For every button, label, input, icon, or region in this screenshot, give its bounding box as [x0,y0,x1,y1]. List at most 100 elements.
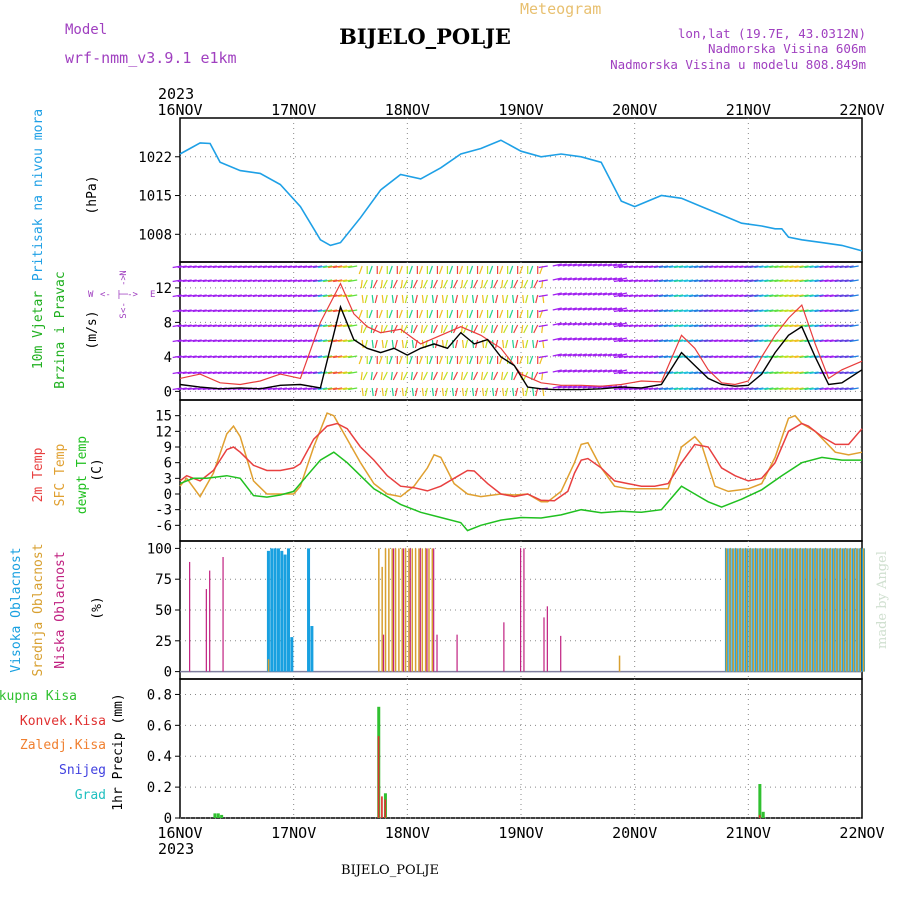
wind-arrow [699,265,709,269]
wind-arrow [257,294,268,298]
wind-arrow [669,371,679,375]
wind-arrow [607,369,618,373]
wind-arrow [724,265,734,269]
wind-arrow [597,322,608,326]
wind-arrow [307,294,318,298]
wind-arrow [252,294,263,298]
wind-arrow [557,385,567,389]
wind-arrow [617,292,628,296]
model-label: Model [65,22,107,38]
wind-arrow [257,324,268,328]
cloud-mid-bar [418,548,420,672]
wind-arrow [674,309,684,313]
wind-arrow [217,309,227,313]
wind-arrow [532,387,535,397]
precip-conv-bar [758,814,761,818]
wind-arrow [648,279,659,283]
wind-arrow [302,371,313,375]
wind-arrow [531,279,534,289]
cloud-mid-bar [388,548,390,672]
wind-arrow [754,309,764,313]
wind-arrow [282,309,293,313]
wind-arrow [464,339,469,349]
wind-arrow [724,309,734,313]
wind-arrow [227,294,237,298]
wind-arrow [252,324,263,328]
wind-arrow [764,265,774,269]
wind-arrow [764,324,774,328]
wind-arrow [177,387,187,391]
wind-arrow [247,309,257,313]
wind-arrow [197,279,207,283]
cloud-mid-bar [404,548,407,672]
wind-arrow [474,294,479,304]
wind-arrow [222,324,232,328]
wind-arrow [372,324,378,334]
wind-arrow [617,369,628,373]
wind-arrow [759,371,769,375]
cloud-low-bar [433,548,435,672]
wind-arrow [562,369,572,373]
cloud-mid-bar [398,548,400,672]
wind-arrow [529,309,534,319]
wind-arrow [613,324,624,328]
wind-arrow [557,337,567,341]
wind-arrow [592,292,603,296]
wind-arrow [633,294,644,298]
wind-arrow [222,355,232,359]
wind-arrow [552,277,562,281]
wind-arrow [317,355,328,359]
wind-arrow [749,265,759,269]
wind-arrow [212,309,222,313]
wind-arrow [679,294,689,298]
pressure-unit: (hPa) [85,175,100,214]
wind-arrow [819,355,829,359]
wind-arrow [749,355,759,359]
wind-arrow [292,387,303,391]
wind-arrow [839,309,849,313]
wind-arrow [323,387,333,391]
wind-arrow [704,371,714,375]
wind-arrow [789,355,799,359]
wind-arrow [360,279,363,289]
dewpt-label: dewpt Temp [75,436,90,514]
wind-arrow [480,324,484,334]
wind-arrow [674,371,684,375]
wind-arrow [312,309,323,313]
cloud-mid-bar [846,548,848,672]
cloud-low-bar [222,557,224,672]
wind-arrow [617,277,628,281]
wind-arrow [177,371,187,375]
wind-arrow [699,294,709,298]
wind-arrow [739,309,749,313]
wind-arrow [709,294,719,298]
pressure-panel: 1008 1015 1022 [138,117,863,263]
wind-arrow [664,355,674,359]
wind-arrow [552,307,562,311]
wind-arrow [694,355,704,359]
wind-arrow [819,279,829,283]
wind-arrow [370,371,373,381]
wind-arrow [402,279,408,289]
wind-arrow [484,339,489,349]
wind-arrow [749,324,759,328]
wind-arrow [784,279,794,283]
dewpoint-line [179,451,862,532]
wind-arrow [749,279,759,283]
wind-arrow [489,265,494,275]
wind-arrow [749,339,759,343]
wind-arrow [483,324,489,334]
precip-tick-label: 0.2 [147,780,172,796]
wind-arrow [525,339,529,349]
wind-arrow [474,339,479,349]
wind-arrow [297,387,308,391]
wind-arrow [562,292,572,296]
wind-arrow [323,279,333,283]
wind-arrow [495,294,499,304]
wind-arrow [759,324,769,328]
wind-arrow [343,355,353,359]
model-name: wrf-nmm_v3.9.1 e1km [65,49,237,67]
wind-arrow [372,279,378,289]
wind-arrow [464,387,469,397]
wind-arrow [784,371,794,375]
